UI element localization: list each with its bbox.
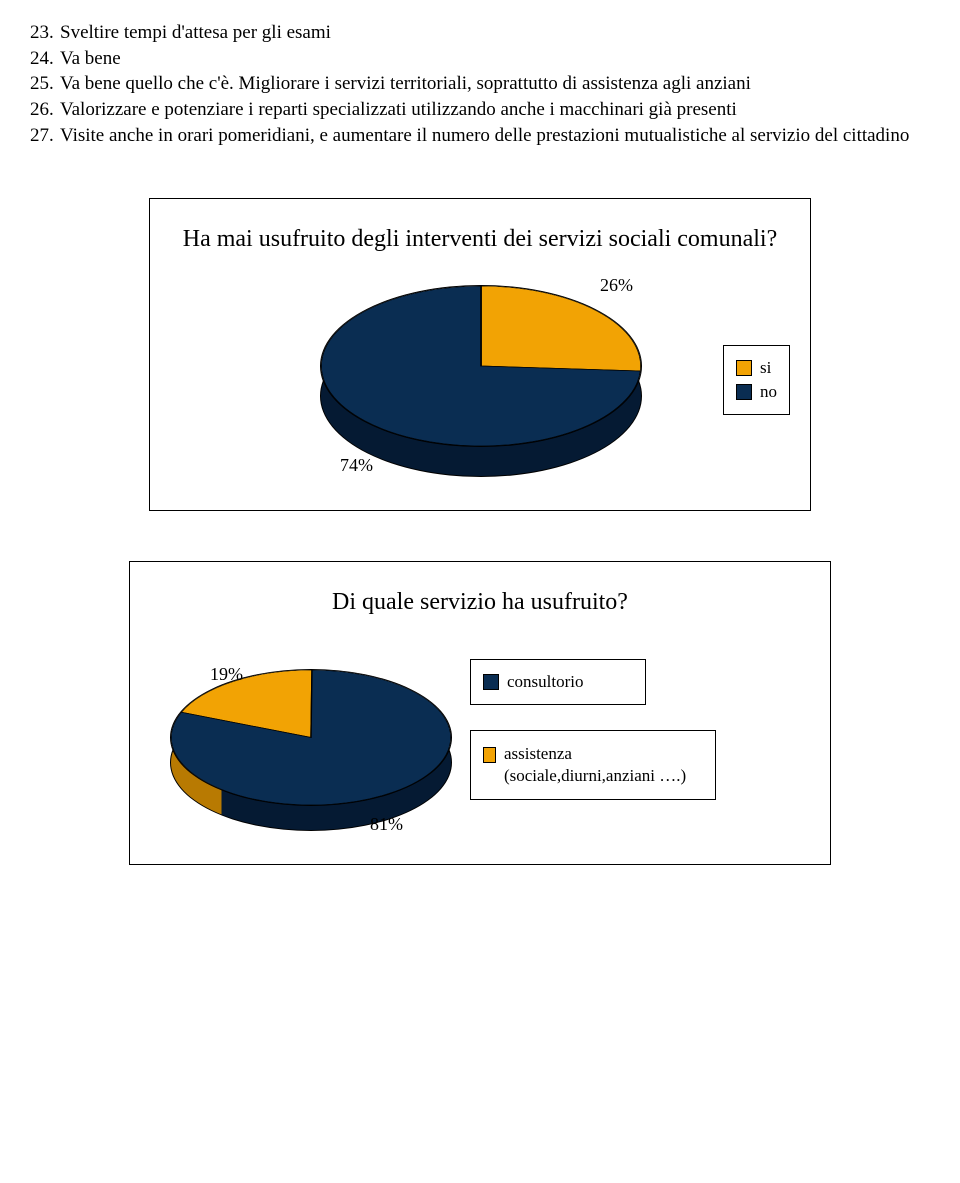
chart-2-pct-2: 81% xyxy=(370,814,403,835)
legend-swatch xyxy=(483,674,499,690)
chart-1-legend: si no xyxy=(723,345,790,415)
chart-2-legend-1: consultorio xyxy=(470,659,646,705)
chart-2-pct-1: 19% xyxy=(210,664,243,685)
list-number: 23. xyxy=(30,20,60,46)
chart-2-box: Di quale servizio ha usufruito? 19% 81% … xyxy=(129,561,831,864)
chart-1-pie: 26% 74% xyxy=(320,285,640,485)
list-text: Va bene quello che c'è. Migliorare i ser… xyxy=(60,71,930,97)
legend-label: no xyxy=(760,382,777,402)
list-number: 26. xyxy=(30,97,60,123)
legend-label: si xyxy=(760,358,771,378)
chart-2-legend-2: assistenza (sociale,diurni,anziani ….) xyxy=(470,730,716,800)
numbered-list: 23. Sveltire tempi d'attesa per gli esam… xyxy=(30,20,930,148)
legend-swatch xyxy=(736,384,752,400)
legend-swatch xyxy=(483,747,496,763)
list-item: 26. Valorizzare e potenziare i reparti s… xyxy=(30,97,930,123)
chart-1-box: Ha mai usufruito degli interventi dei se… xyxy=(149,198,811,511)
list-number: 25. xyxy=(30,71,60,97)
list-number: 27. xyxy=(30,123,60,149)
pie-top xyxy=(170,669,452,806)
list-item: 24. Va bene xyxy=(30,46,930,72)
legend-swatch xyxy=(736,360,752,376)
list-number: 24. xyxy=(30,46,60,72)
chart-1-title: Ha mai usufruito degli interventi dei se… xyxy=(180,224,780,255)
legend-row: assistenza (sociale,diurni,anziani ….) xyxy=(483,743,703,787)
chart-1-pct-1: 26% xyxy=(600,275,633,296)
list-text: Sveltire tempi d'attesa per gli esami xyxy=(60,20,930,46)
pie-top xyxy=(320,285,642,447)
list-text: Visite anche in orari pomeridiani, e aum… xyxy=(60,123,930,149)
chart-1-pct-2: 74% xyxy=(340,455,373,476)
legend-label: assistenza (sociale,diurni,anziani ….) xyxy=(504,743,703,787)
list-text: Valorizzare e potenziare i reparti speci… xyxy=(60,97,930,123)
chart-2-title: Di quale servizio ha usufruito? xyxy=(150,587,810,618)
legend-label: consultorio xyxy=(507,672,584,692)
chart-2-pie: 19% 81% xyxy=(170,669,450,839)
chart-1-body: 26% 74% si no xyxy=(180,285,780,485)
legend-row: no xyxy=(736,382,777,402)
list-item: 27. Visite anche in orari pomeridiani, e… xyxy=(30,123,930,149)
legend-row: si xyxy=(736,358,777,378)
list-item: 25. Va bene quello che c'è. Migliorare i… xyxy=(30,71,930,97)
list-text: Va bene xyxy=(60,46,930,72)
chart-2-body: 19% 81% consultorio assistenza (sociale,… xyxy=(150,649,810,839)
list-item: 23. Sveltire tempi d'attesa per gli esam… xyxy=(30,20,930,46)
legend-row: consultorio xyxy=(483,672,633,692)
